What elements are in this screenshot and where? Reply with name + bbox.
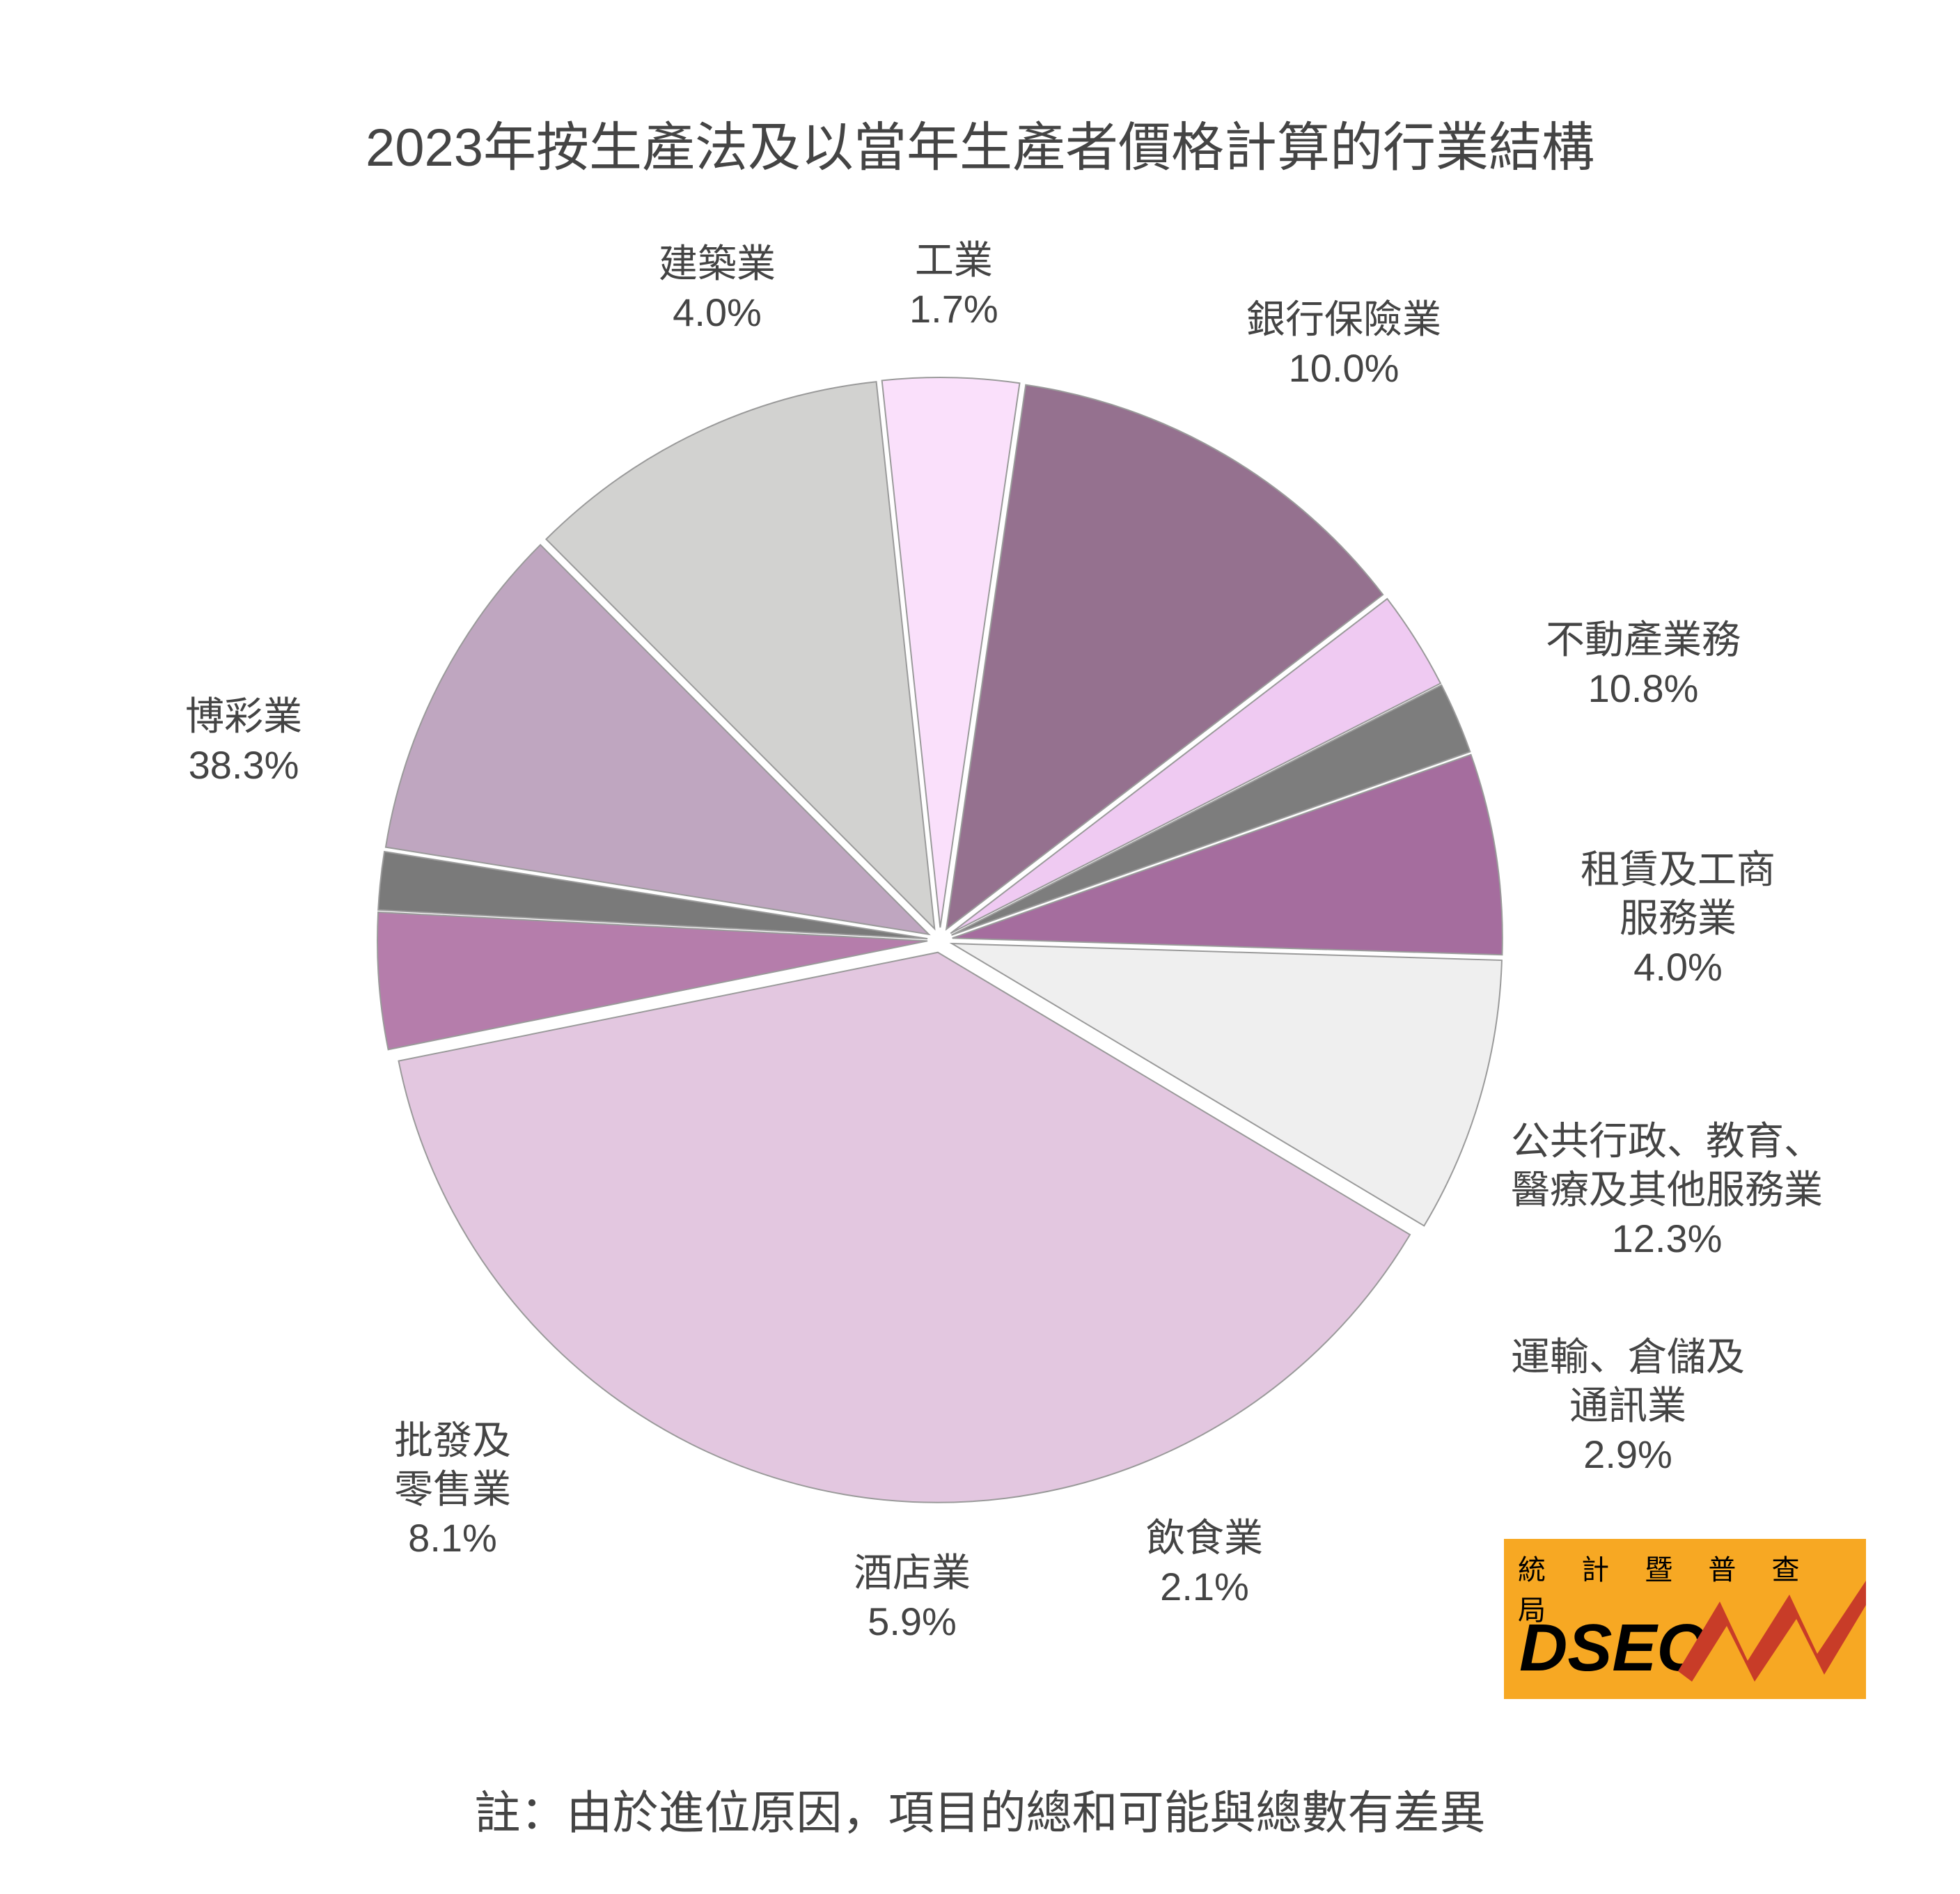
pie-slice-label: 建築業4.0% [659, 240, 776, 337]
pie-slice-label: 公共行政、教育、醫療及其他服務業12.3% [1511, 1117, 1823, 1263]
pie-slice-label: 博彩業38.3% [185, 692, 302, 790]
dsec-logo: 統 計 暨 普 查 局 DSEC [1504, 1539, 1866, 1699]
dsec-logo-zigzag-icon [1504, 1539, 1866, 1699]
pie-slice-label: 銀行保險業10.0% [1246, 295, 1441, 393]
pie-slice-label: 租賃及工商服務業4.0% [1581, 845, 1775, 992]
chart-footnote: 註：由於進位原因，項目的總和可能與總數有差異 [0, 1776, 1960, 1842]
pie-slice-label: 運輸、倉儲及通訊業2.9% [1511, 1333, 1745, 1479]
pie-slice-label: 工業1.7% [909, 236, 998, 334]
pie-slice-label: 酒店業5.9% [854, 1549, 971, 1646]
chart-footnote-text: 註：由於進位原因，項目的總和可能與總數有差異 [475, 1787, 1486, 1838]
pie-slice-label: 不動產業務10.8% [1546, 616, 1741, 713]
pie-slice-label: 飲食業2.1% [1146, 1514, 1263, 1611]
pie-slice-label: 批發及零售業8.1% [394, 1416, 511, 1563]
